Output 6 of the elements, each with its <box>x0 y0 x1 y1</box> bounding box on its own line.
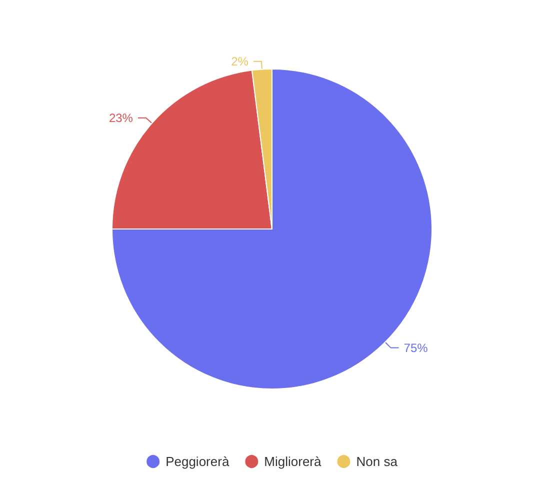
data-label: 2% <box>231 54 249 68</box>
legend-label: Migliorerà <box>264 454 322 469</box>
legend-label: Non sa <box>356 454 398 469</box>
data-label: 23% <box>108 110 134 125</box>
legend-label: Peggiorerà <box>166 454 230 469</box>
data-label: 75% <box>404 340 428 355</box>
